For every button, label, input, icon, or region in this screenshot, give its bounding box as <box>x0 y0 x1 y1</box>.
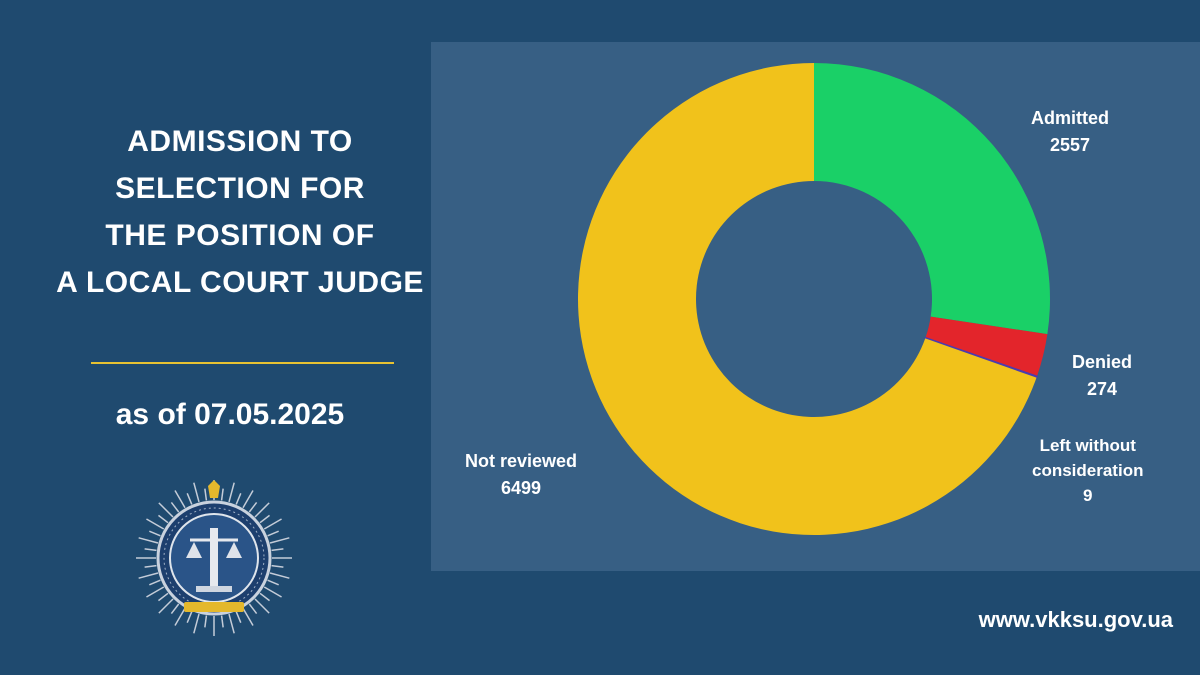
seal-ray <box>228 482 235 503</box>
seal-ray <box>263 518 282 530</box>
label-denied-name: Denied <box>1072 352 1133 372</box>
seal-ray <box>248 603 258 614</box>
label-admitted-value: 2557 <box>1049 135 1091 155</box>
label-left-line-1: Left without <box>1039 436 1136 455</box>
seal-ray <box>242 607 254 626</box>
seal-ray <box>144 548 157 552</box>
seal-ray <box>242 490 254 509</box>
seal-ray <box>220 488 224 501</box>
seal-ray <box>186 493 193 505</box>
seal-ray <box>158 502 174 518</box>
commission-seal-logo <box>136 480 292 636</box>
seal-ray <box>235 493 242 505</box>
seal-ray <box>138 537 159 544</box>
chart-panel: Admitted 2557 Denied 274 Left without co… <box>431 42 1200 571</box>
slice-denied <box>925 316 1048 377</box>
seal-ray <box>138 572 159 579</box>
label-not-reviewed: Not reviewed 6499 <box>465 448 577 502</box>
seal-ray <box>248 502 258 513</box>
seal-ray <box>254 598 270 614</box>
seal-ray <box>269 537 290 544</box>
donut-chart <box>578 63 1050 535</box>
seal-ray <box>267 530 279 537</box>
seal-ray <box>271 548 284 552</box>
seal-ray <box>170 603 180 614</box>
label-admitted: Admitted 2557 <box>1031 105 1109 159</box>
seal-ribbon <box>184 602 244 612</box>
slice-admitted <box>814 63 1050 335</box>
seal-ray <box>269 572 290 579</box>
label-denied: Denied 274 <box>1072 349 1132 403</box>
label-denied-value: 274 <box>1086 379 1118 399</box>
title-line-1: ADMISSION TO <box>127 125 353 158</box>
seal-ray <box>146 586 165 598</box>
seal-ray <box>158 514 169 524</box>
seal-ray <box>170 502 180 513</box>
seal-ray <box>149 579 161 586</box>
seal-rays <box>136 480 292 636</box>
label-not-reviewed-value: 6499 <box>501 478 542 498</box>
seal-ray <box>186 611 193 623</box>
label-left-value: 9 <box>1083 486 1093 505</box>
website-link[interactable]: www.vkksu.gov.ua <box>978 607 1173 632</box>
seal-scales-icon <box>186 542 242 558</box>
seal-ray <box>271 564 284 568</box>
title-line-2: SELECTION FOR <box>115 172 365 205</box>
seal-ray <box>204 488 208 501</box>
seal-ray <box>259 514 270 524</box>
seal-ray <box>146 518 165 530</box>
seal-ray <box>259 592 270 602</box>
label-admitted-name: Admitted <box>1031 108 1109 128</box>
title-line-3: THE POSITION OF <box>105 219 375 252</box>
slice-left-without-consideration <box>924 336 1038 379</box>
seal-column-icon <box>210 528 218 588</box>
seal-ray <box>149 530 161 537</box>
seal-ray <box>235 611 242 623</box>
seal-ray <box>228 613 235 634</box>
label-not-reviewed-name: Not reviewed <box>465 451 578 471</box>
trident-icon <box>208 480 220 498</box>
seal-ray <box>174 607 186 626</box>
label-left-without-consideration: Left without consideration 9 <box>1032 433 1143 508</box>
seal-ray <box>158 598 174 614</box>
seal-ray <box>263 586 282 598</box>
as-of-date: as of 07.05.2025 <box>115 398 345 431</box>
seal-ray <box>174 490 186 509</box>
seal-ray <box>193 613 200 634</box>
slice-not-reviewed <box>578 63 1037 535</box>
seal-lettering-ring <box>163 507 265 609</box>
seal-ray <box>144 564 157 568</box>
seal-ray <box>193 482 200 503</box>
label-left-line-2: consideration <box>1032 461 1144 480</box>
seal-ray <box>254 502 270 518</box>
seal-ray <box>158 592 169 602</box>
seal-ray <box>220 615 224 628</box>
title-divider <box>91 362 394 364</box>
page-title: ADMISSION TO SELECTION FOR THE POSITION … <box>20 118 460 306</box>
seal-ray <box>267 579 279 586</box>
title-line-4: A LOCAL COURT JUDGE <box>56 266 424 299</box>
seal-ray <box>204 615 208 628</box>
seal-base <box>196 586 232 592</box>
